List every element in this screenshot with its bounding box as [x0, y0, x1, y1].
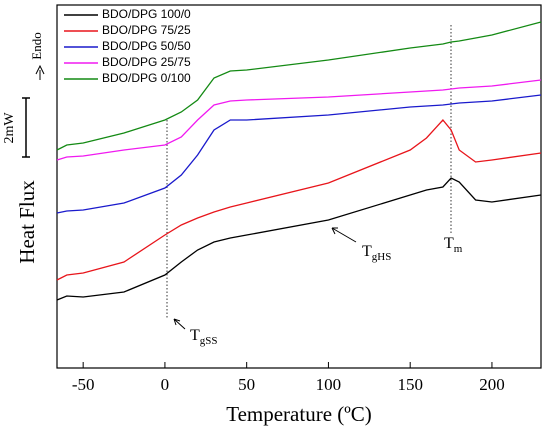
scale-label: 2mW	[2, 112, 17, 144]
tgss-label: TgSS	[190, 327, 218, 347]
x-axis-label: Temperature (ºC)	[226, 402, 372, 426]
tgss-main: T	[190, 327, 200, 344]
x-tick-label: 150	[397, 375, 423, 394]
x-tick-label: 50	[238, 375, 255, 394]
legend-label: BDO/DPG 50/50	[102, 39, 191, 53]
x-tick-label: -50	[72, 375, 95, 394]
x-tick-label: 200	[479, 375, 505, 394]
legend-label: BDO/DPG 75/25	[102, 23, 191, 37]
tghs-main: T	[362, 243, 372, 260]
tgss-arrow	[173, 318, 186, 330]
tm-sub: m	[454, 243, 463, 255]
tm-label: Tm	[444, 235, 463, 255]
series-line	[56, 177, 542, 301]
tgss-sub: gSS	[200, 335, 218, 347]
legend-label: BDO/DPG 0/100	[102, 71, 191, 85]
legend-label: BDO/DPG 100/0	[102, 7, 191, 21]
tghs-sub: gHS	[372, 251, 392, 263]
x-tick-label: 100	[316, 375, 342, 394]
endo-label: Endo	[29, 32, 44, 59]
series-line	[56, 21, 542, 151]
legend-label: BDO/DPG 25/75	[102, 55, 191, 69]
scale-bar	[22, 97, 30, 158]
y-axis-label: Heat Flux	[15, 180, 39, 264]
tm-main: T	[444, 235, 454, 252]
series-line	[56, 94, 542, 214]
x-tick-label: 0	[161, 375, 170, 394]
plot-frame	[56, 4, 542, 369]
endo-arrowhead	[35, 64, 45, 75]
series-line	[56, 119, 542, 281]
tghs-label: TgHS	[362, 243, 391, 263]
series-line	[56, 79, 542, 161]
tghs-arrow	[331, 227, 357, 243]
